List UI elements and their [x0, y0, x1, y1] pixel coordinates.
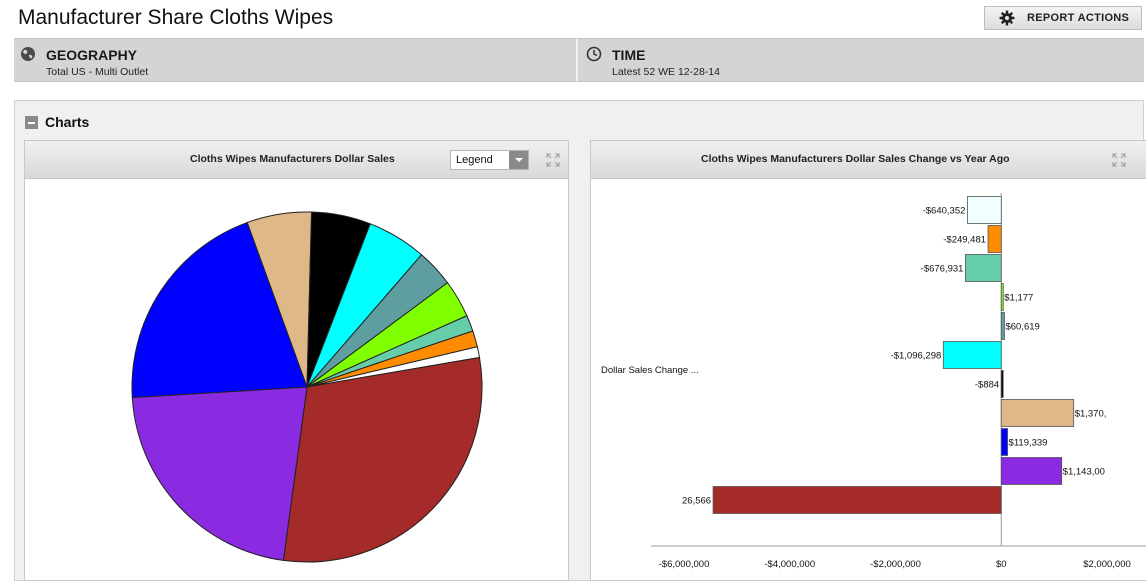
chevron-down-icon[interactable]	[509, 151, 528, 169]
pie-slice[interactable]	[131, 386, 308, 561]
geography-value: Total US - Multi Outlet	[46, 66, 149, 78]
geography-filter[interactable]: GEOGRAPHY Total US - Multi Outlet	[14, 39, 578, 81]
bar[interactable]	[987, 225, 1002, 253]
pie-slice[interactable]	[131, 221, 308, 399]
x-tick-label: -$6,000,000	[659, 559, 710, 570]
bar[interactable]	[966, 196, 1002, 224]
globe-icon	[21, 47, 35, 61]
page-title: Manufacturer Share Cloths Wipes	[18, 6, 334, 29]
clock-icon	[586, 46, 602, 62]
bar-data-label: -$884	[975, 380, 999, 391]
legend-select-value: Legend	[456, 154, 493, 166]
bar-data-label: -$640,352	[923, 206, 966, 217]
x-tick-label: $0	[996, 559, 1007, 570]
x-tick-label: $2,000,000	[1083, 559, 1131, 570]
charts-section-toggle[interactable]: Charts	[25, 114, 89, 130]
legend-select[interactable]: Legend	[450, 150, 529, 170]
pie-chart-header: Cloths Wipes Manufacturers Dollar Sales …	[25, 141, 568, 179]
bar[interactable]	[1000, 283, 1004, 311]
bar[interactable]	[1000, 370, 1004, 398]
expand-icon[interactable]	[1112, 153, 1126, 167]
bar-data-label: $1,370,	[1075, 409, 1107, 420]
bar[interactable]	[712, 486, 1002, 514]
time-title: TIME	[612, 47, 646, 63]
bar-data-label: 26,566	[682, 496, 711, 507]
bar[interactable]	[942, 341, 1002, 369]
bar[interactable]	[1000, 399, 1075, 427]
category-label: Dollar Sales Change ...	[601, 365, 699, 376]
bar-data-label: -$676,931	[921, 264, 964, 275]
x-tick-label: -$2,000,000	[870, 559, 921, 570]
filter-bar: GEOGRAPHY Total US - Multi Outlet TIME L…	[14, 38, 1144, 82]
bar-data-label: -$249,481	[943, 235, 986, 246]
bar-chart: -$6,000,000 -$4,000,000 -$2,000,000 $0 $2,00…	[601, 193, 1146, 570]
bar-chart-header: Cloths Wipes Manufacturers Dollar Sales …	[591, 141, 1146, 179]
charts-section-label: Charts	[45, 114, 90, 130]
collapse-icon[interactable]	[25, 115, 38, 129]
bar[interactable]	[1000, 428, 1008, 456]
pie-slice[interactable]	[282, 356, 483, 563]
report-actions-button[interactable]: REPORT ACTIONS	[984, 6, 1142, 30]
time-filter[interactable]: TIME Latest 52 WE 12-28-14	[580, 39, 1144, 81]
bar-chart-title: Cloths Wipes Manufacturers Dollar Sales …	[701, 153, 1010, 165]
gear-icon	[999, 10, 1015, 26]
bar-data-label: -$1,096,298	[891, 351, 942, 362]
bar[interactable]	[1000, 457, 1063, 485]
pie-chart-card: Cloths Wipes Manufacturers Dollar Sales …	[24, 140, 569, 581]
time-value: Latest 52 WE 12-28-14	[612, 66, 720, 78]
bar-data-label: $1,143,00	[1063, 467, 1105, 478]
expand-icon[interactable]	[546, 153, 560, 167]
bar-chart-card: Cloths Wipes Manufacturers Dollar Sales …	[590, 140, 1146, 581]
bar[interactable]	[1000, 312, 1005, 340]
pie-chart-title: Cloths Wipes Manufacturers Dollar Sales	[190, 153, 395, 165]
x-tick-label: -$4,000,000	[764, 559, 815, 570]
bar-data-label: $119,339	[1009, 438, 1048, 449]
geography-title: GEOGRAPHY	[46, 47, 138, 63]
bar[interactable]	[965, 254, 1002, 282]
pie-chart	[131, 211, 483, 563]
bar-data-label: $60,619	[1005, 322, 1039, 333]
bar-data-label: $1,177	[1004, 293, 1033, 304]
report-actions-label: REPORT ACTIONS	[1027, 12, 1130, 24]
